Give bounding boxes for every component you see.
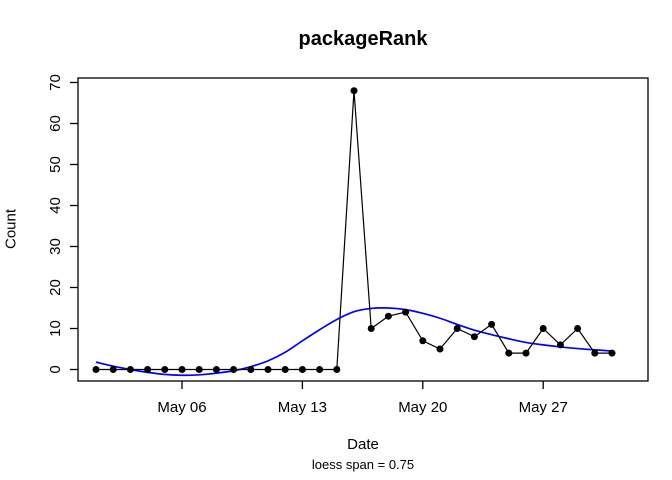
data-point [212,366,220,373]
data-point [195,366,203,373]
data-point [488,320,496,328]
data-point [556,341,564,349]
data-point [161,366,169,373]
y-tick-label: 60 [47,115,64,132]
data-point [298,366,306,373]
x-tick-label: May 27 [519,399,568,416]
y-tick-label: 0 [47,365,64,373]
data-point [591,349,599,357]
y-tick-label: 20 [47,279,64,296]
data-point [574,325,582,332]
data-point [230,366,238,373]
y-tick-label: 70 [47,74,64,91]
x-tick-label: May 13 [278,399,327,416]
y-tick-label: 10 [47,320,64,337]
x-tick-label: May 20 [398,399,447,416]
data-series-line [96,90,612,371]
data-point [264,366,272,373]
x-axis-label: Date [347,436,379,453]
data-point [419,337,427,345]
data-point [384,312,392,320]
loess-curve [95,307,613,377]
data-point [350,87,358,95]
data-point [316,366,324,373]
x-tick-label: May 06 [157,399,206,416]
data-point [92,366,100,373]
data-point [144,366,152,373]
data-point [470,333,478,341]
data-point [367,325,375,332]
data-point [522,349,530,357]
data-point [539,325,547,332]
data-point [109,366,117,373]
data-point [505,349,513,357]
data-point [281,366,289,373]
y-tick-label: 50 [47,156,64,173]
data-point [436,345,444,353]
y-tick-label: 30 [47,238,64,255]
data-point [453,325,461,332]
y-tick-label: 40 [47,197,64,214]
subtitle-loess-span: loess span = 0.75 [311,457,415,472]
data-point [608,349,616,357]
data-point [333,366,341,373]
chart-title: packageRank [298,28,428,50]
plot-box [77,77,649,382]
data-point [178,366,186,373]
y-axis-label: Count [2,208,20,250]
data-point [126,366,134,373]
data-point [402,308,410,316]
data-point [247,366,255,373]
